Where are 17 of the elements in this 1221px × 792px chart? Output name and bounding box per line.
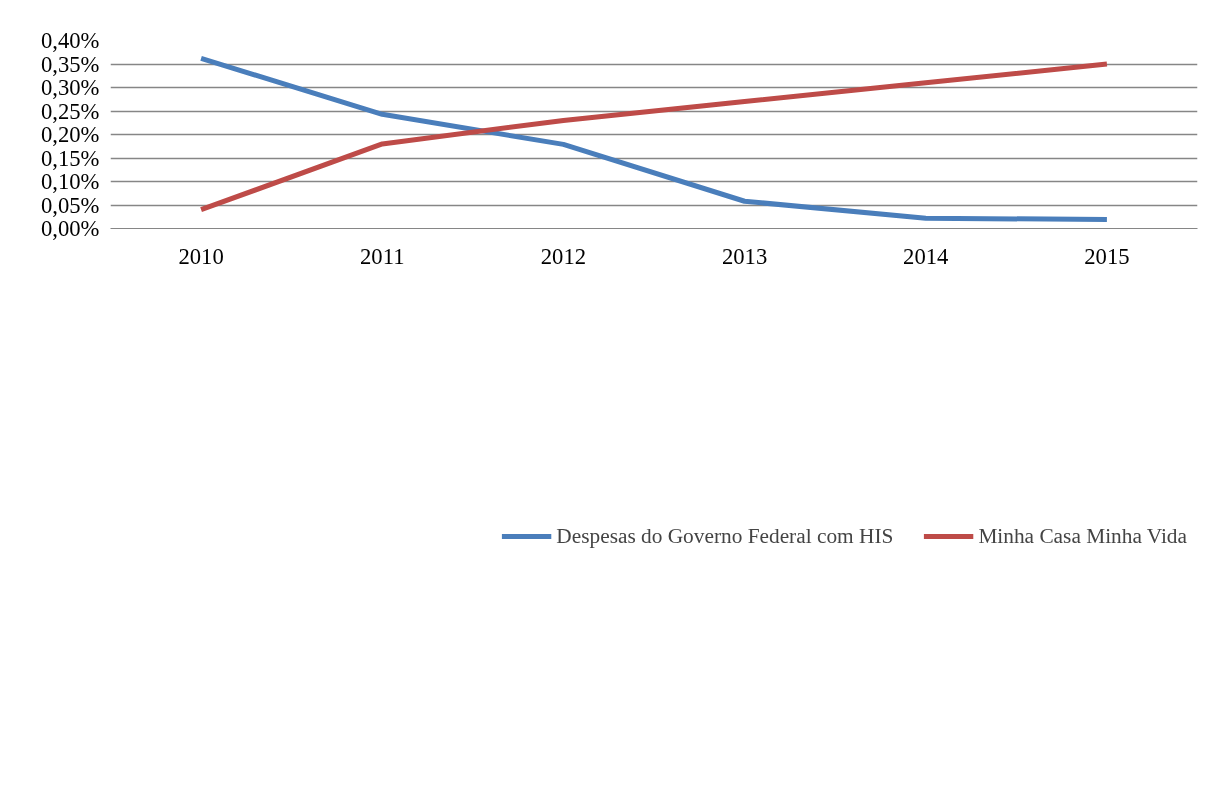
y-tick-label: 0,00% <box>40 216 100 241</box>
y-tick-label: 0,20% <box>40 122 100 147</box>
y-tick-label: 0,15% <box>40 145 100 171</box>
x-tick-label: 2012 <box>540 243 587 269</box>
y-tick-label: 0,35% <box>40 51 100 77</box>
x-tick-label: 2013 <box>721 243 768 269</box>
x-tick-label: 2011 <box>360 243 405 269</box>
y-tick-label: 0,10% <box>40 169 100 194</box>
x-tick-label: 2010 <box>178 243 224 269</box>
y-tick-label: 0,40% <box>40 28 100 53</box>
x-tick-label: 2015 <box>1084 243 1130 269</box>
legend-label: Despesas do Governo Federal com HIS <box>556 523 894 549</box>
y-tick-label: 0,25% <box>40 98 100 124</box>
x-tick-label: 2014 <box>903 243 949 269</box>
legend-label: Minha Casa Minha Vida <box>978 523 1187 549</box>
y-tick-label: 0,30% <box>40 75 100 100</box>
y-tick-label: 0,05% <box>40 192 100 218</box>
